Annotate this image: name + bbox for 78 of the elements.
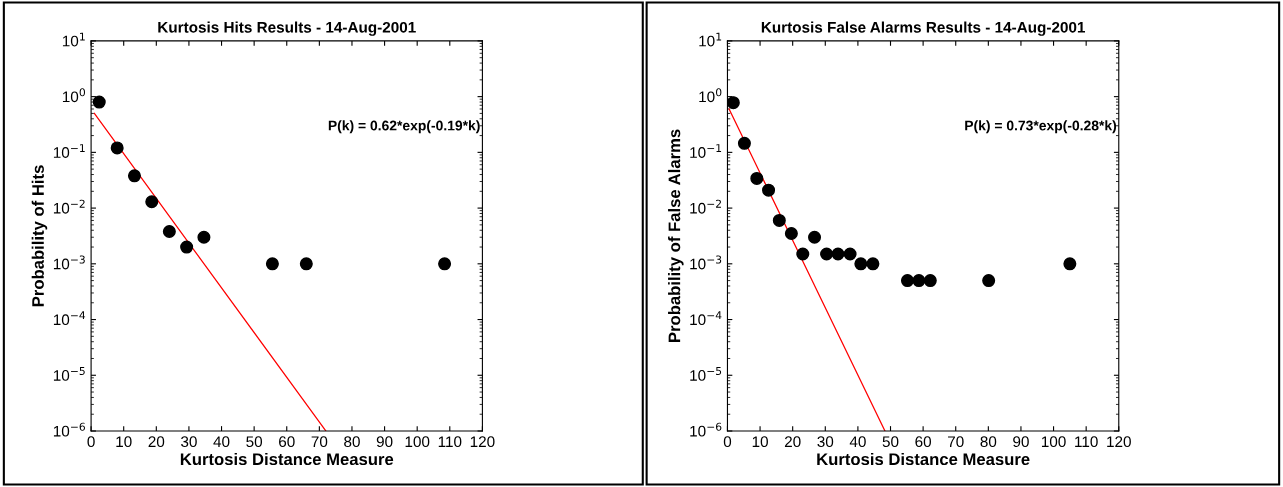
point: [127, 169, 141, 183]
x-tick-label: 40: [213, 436, 230, 448]
x-tick-label: 120: [1107, 436, 1131, 448]
point: [772, 213, 786, 227]
x-tick-label: 40: [849, 436, 866, 448]
point: [145, 195, 159, 209]
x-tick-label: 0: [87, 436, 95, 448]
x-tick-label: 50: [246, 436, 263, 448]
y-tick-label: 10$^{−1}$: [690, 144, 722, 158]
x-tick-label: 30: [817, 436, 834, 448]
point: [727, 96, 740, 110]
x-tick-label: 110: [1075, 436, 1098, 448]
y-tick-label: 10$^{−3}$: [53, 255, 85, 270]
x-tick-label: 120: [470, 436, 495, 448]
point: [808, 230, 822, 244]
x-tick-label: 50: [882, 436, 899, 448]
y-tick-label: 10$^{0}$: [62, 88, 86, 103]
y-tick-label: 10$^{−5}$: [690, 367, 722, 381]
x-tick-label: 20: [148, 436, 165, 448]
point: [92, 95, 106, 109]
point: [900, 274, 914, 288]
x-tick-label: 70: [948, 436, 964, 448]
x-tick-label: 100: [1041, 436, 1066, 448]
point: [982, 274, 996, 288]
x-tick-label: 10: [116, 436, 132, 448]
x-tick-label: 90: [376, 436, 393, 448]
point: [762, 183, 776, 197]
y-tick-label: 10$^{1}$: [62, 32, 85, 47]
y-tick-label: 10$^{−4}$: [53, 311, 86, 326]
x-tick-label: 0: [723, 436, 732, 448]
point: [438, 257, 452, 271]
y-axis-title: Probability of False Alarms: [668, 129, 684, 342]
x-tick-label: 80: [344, 436, 360, 448]
point: [265, 257, 279, 271]
point: [197, 230, 211, 244]
annotation: P(k) = 0.62*exp(-0.19*k): [328, 120, 480, 134]
point: [912, 274, 926, 288]
x-tick-label: 90: [1013, 436, 1029, 448]
point: [180, 240, 194, 254]
y-tick-label: 10$^{−6}$: [53, 422, 86, 437]
y-tick-label: 10$^{1}$: [699, 32, 722, 47]
y-tick-label: 10$^{−4}$: [690, 311, 722, 326]
y-tick-label: 10$^{−2}$: [690, 199, 721, 214]
point: [162, 225, 176, 239]
point: [923, 274, 937, 288]
y-tick-label: 10$^{−2}$: [53, 199, 85, 214]
point: [796, 247, 810, 261]
y-tick-label: 10$^{−1}$: [53, 144, 85, 158]
x-axis-title: Kurtosis Distance Measure: [180, 452, 394, 466]
point: [843, 247, 857, 261]
x-tick-label: 70: [311, 436, 328, 448]
y-tick-label: 10$^{0}$: [699, 88, 722, 103]
point: [831, 247, 845, 261]
x-tick-label: 10: [752, 436, 768, 448]
point: [110, 141, 124, 155]
x-tick-label: 80: [980, 436, 997, 448]
chart-title: Kurtosis Hits Results - 14-Aug-2001: [158, 21, 416, 36]
point: [737, 136, 751, 150]
x-tick-label: 30: [181, 436, 197, 448]
point: [299, 257, 313, 271]
point: [820, 247, 834, 261]
x-tick-label: 60: [279, 436, 295, 448]
y-tick-label: 10$^{−6}$: [690, 422, 722, 437]
x-tick-label: 110: [438, 436, 462, 448]
x-axis-title: Kurtosis Distance Measure: [817, 452, 1030, 466]
point: [1063, 257, 1077, 271]
point: [750, 171, 764, 185]
x-tick-label: 100: [405, 436, 430, 448]
chart-title: Kurtosis False Alarms Results - 14-Aug-2001: [761, 21, 1086, 36]
y-tick-label: 10$^{−5}$: [53, 367, 85, 381]
y-axis-title: Probability of Hits: [31, 165, 48, 307]
point: [784, 226, 798, 241]
point: [866, 257, 880, 271]
y-tick-label: 10$^{−3}$: [690, 255, 722, 270]
x-tick-label: 60: [915, 436, 932, 448]
point: [854, 257, 868, 271]
x-tick-label: 20: [784, 436, 801, 448]
annotation: P(k) = 0.73*exp(-0.28*k): [965, 120, 1117, 134]
